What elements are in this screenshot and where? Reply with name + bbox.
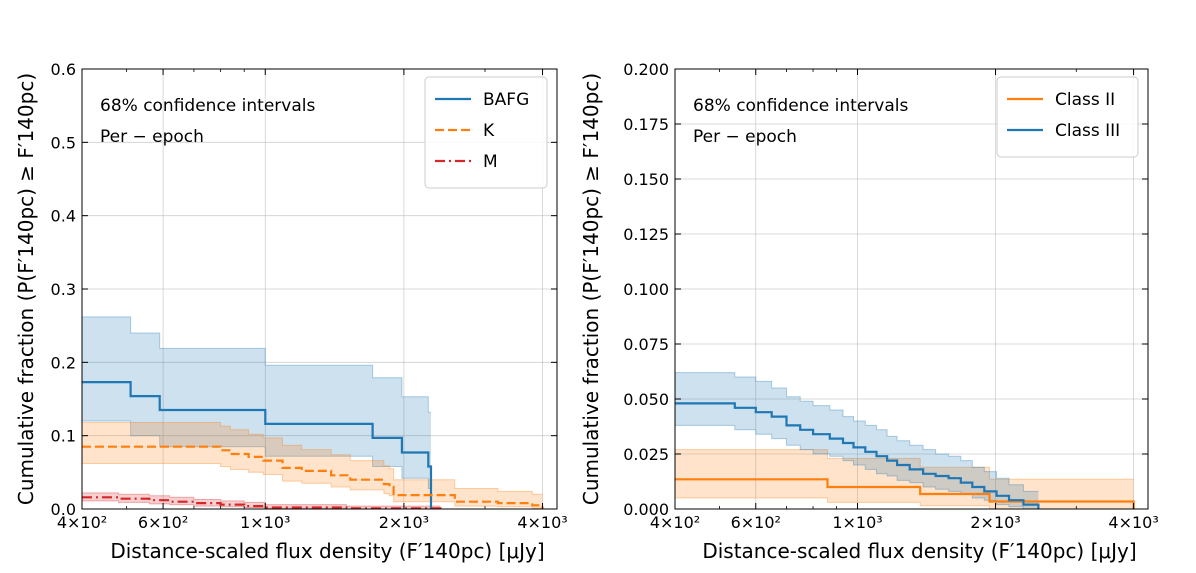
plot-area — [82, 316, 544, 509]
plot-area — [675, 372, 1135, 509]
series-line-class-iii — [675, 402, 1040, 509]
x-axis-label: Distance-scaled flux density (F′140pc) [… — [110, 539, 544, 563]
y-tick-label: 0.150 — [623, 170, 669, 189]
annotation-text: Per − epoch — [693, 127, 797, 147]
y-tick-label: 0.6 — [51, 60, 76, 79]
y-axis-label: Cumulative fraction (P(F′140pc) ≥ F′140p… — [579, 73, 603, 505]
x-tick-label: 1×10³ — [240, 513, 290, 532]
x-tick-label: 2×10³ — [379, 513, 429, 532]
x-tick-label: 6×10² — [731, 513, 781, 532]
band-upper-edge-3 — [82, 492, 441, 507]
x-axis-label: Distance-scaled flux density (F′140pc) [… — [702, 539, 1136, 563]
series-line-k — [82, 445, 544, 509]
y-tick-label: 0.0 — [51, 500, 76, 519]
chart-panel-2: 4×10² 6×10² 1×10³ 2×10³ 4×10³ 0.000 0.025 0.050… — [579, 60, 1159, 563]
y-tick-label: 0.2 — [51, 353, 76, 372]
y-axis-label: Cumulative fraction (P(F′140pc) ≥ F′140p… — [14, 73, 38, 505]
band-lower-edge-2 — [675, 424, 1039, 509]
confidence-band-1 — [675, 449, 1134, 509]
legend-label: K — [483, 121, 495, 141]
x-tick-label: 4×10² — [57, 513, 107, 532]
y-tick-label: 0.050 — [623, 390, 669, 409]
legend: BAFG KM — [424, 76, 548, 189]
legend-label: M — [483, 152, 498, 172]
legend-label: Class III — [1055, 121, 1120, 141]
y-tick-label: 0.5 — [51, 133, 76, 152]
y-tick-label: 0.125 — [623, 225, 669, 244]
band-lower-edge-1 — [675, 497, 1134, 509]
y-tick-label: 0.075 — [623, 335, 669, 354]
annotation-text: 68% confidence intervals — [693, 96, 908, 116]
series-line-m — [82, 496, 442, 509]
band-upper-edge-1 — [82, 316, 431, 413]
y-tick-label: 0.4 — [51, 207, 76, 226]
y-tick-label: 0.3 — [51, 280, 76, 299]
band-upper-edge-2 — [675, 372, 1039, 492]
x-tick-label: 1×10³ — [832, 513, 882, 532]
band-upper-edge-1 — [675, 449, 1134, 480]
legend-label: Class II — [1055, 90, 1115, 110]
x-tick-label: 4×10³ — [517, 513, 567, 532]
series-line-class-ii — [675, 478, 1135, 509]
y-tick-label: 0.1 — [51, 427, 76, 446]
legend: Class II Class III — [996, 76, 1139, 158]
annotation-text: Per − epoch — [100, 127, 204, 147]
x-tick-label: 4×10² — [650, 513, 700, 532]
confidence-band-1 — [82, 316, 431, 489]
chart-panel-1: 4×10² 6×10² 1×10³ 2×10³ 4×10³ 0.0 0.1 0.2 0.3 0.4… — [14, 60, 568, 563]
x-tick-label: 4×10³ — [1108, 513, 1158, 532]
x-tick-label: 2×10³ — [970, 513, 1020, 532]
y-tick-label: 0.200 — [623, 60, 669, 79]
band-upper-edge-2 — [82, 422, 543, 495]
y-tick-label: 0.175 — [623, 115, 669, 134]
y-tick-label: 0.025 — [623, 445, 669, 464]
legend-label: BAFG — [483, 90, 529, 110]
series-line-bafg — [82, 381, 433, 509]
band-lower-edge-2 — [82, 463, 543, 509]
y-tick-label: 0.000 — [623, 500, 669, 519]
confidence-band-2 — [82, 422, 543, 509]
y-tick-label: 0.100 — [623, 280, 669, 299]
legend-box — [996, 76, 1139, 158]
x-tick-label: 6×10² — [138, 513, 188, 532]
annotation-text: 68% confidence intervals — [100, 96, 315, 116]
band-lower-edge-1 — [82, 420, 431, 489]
